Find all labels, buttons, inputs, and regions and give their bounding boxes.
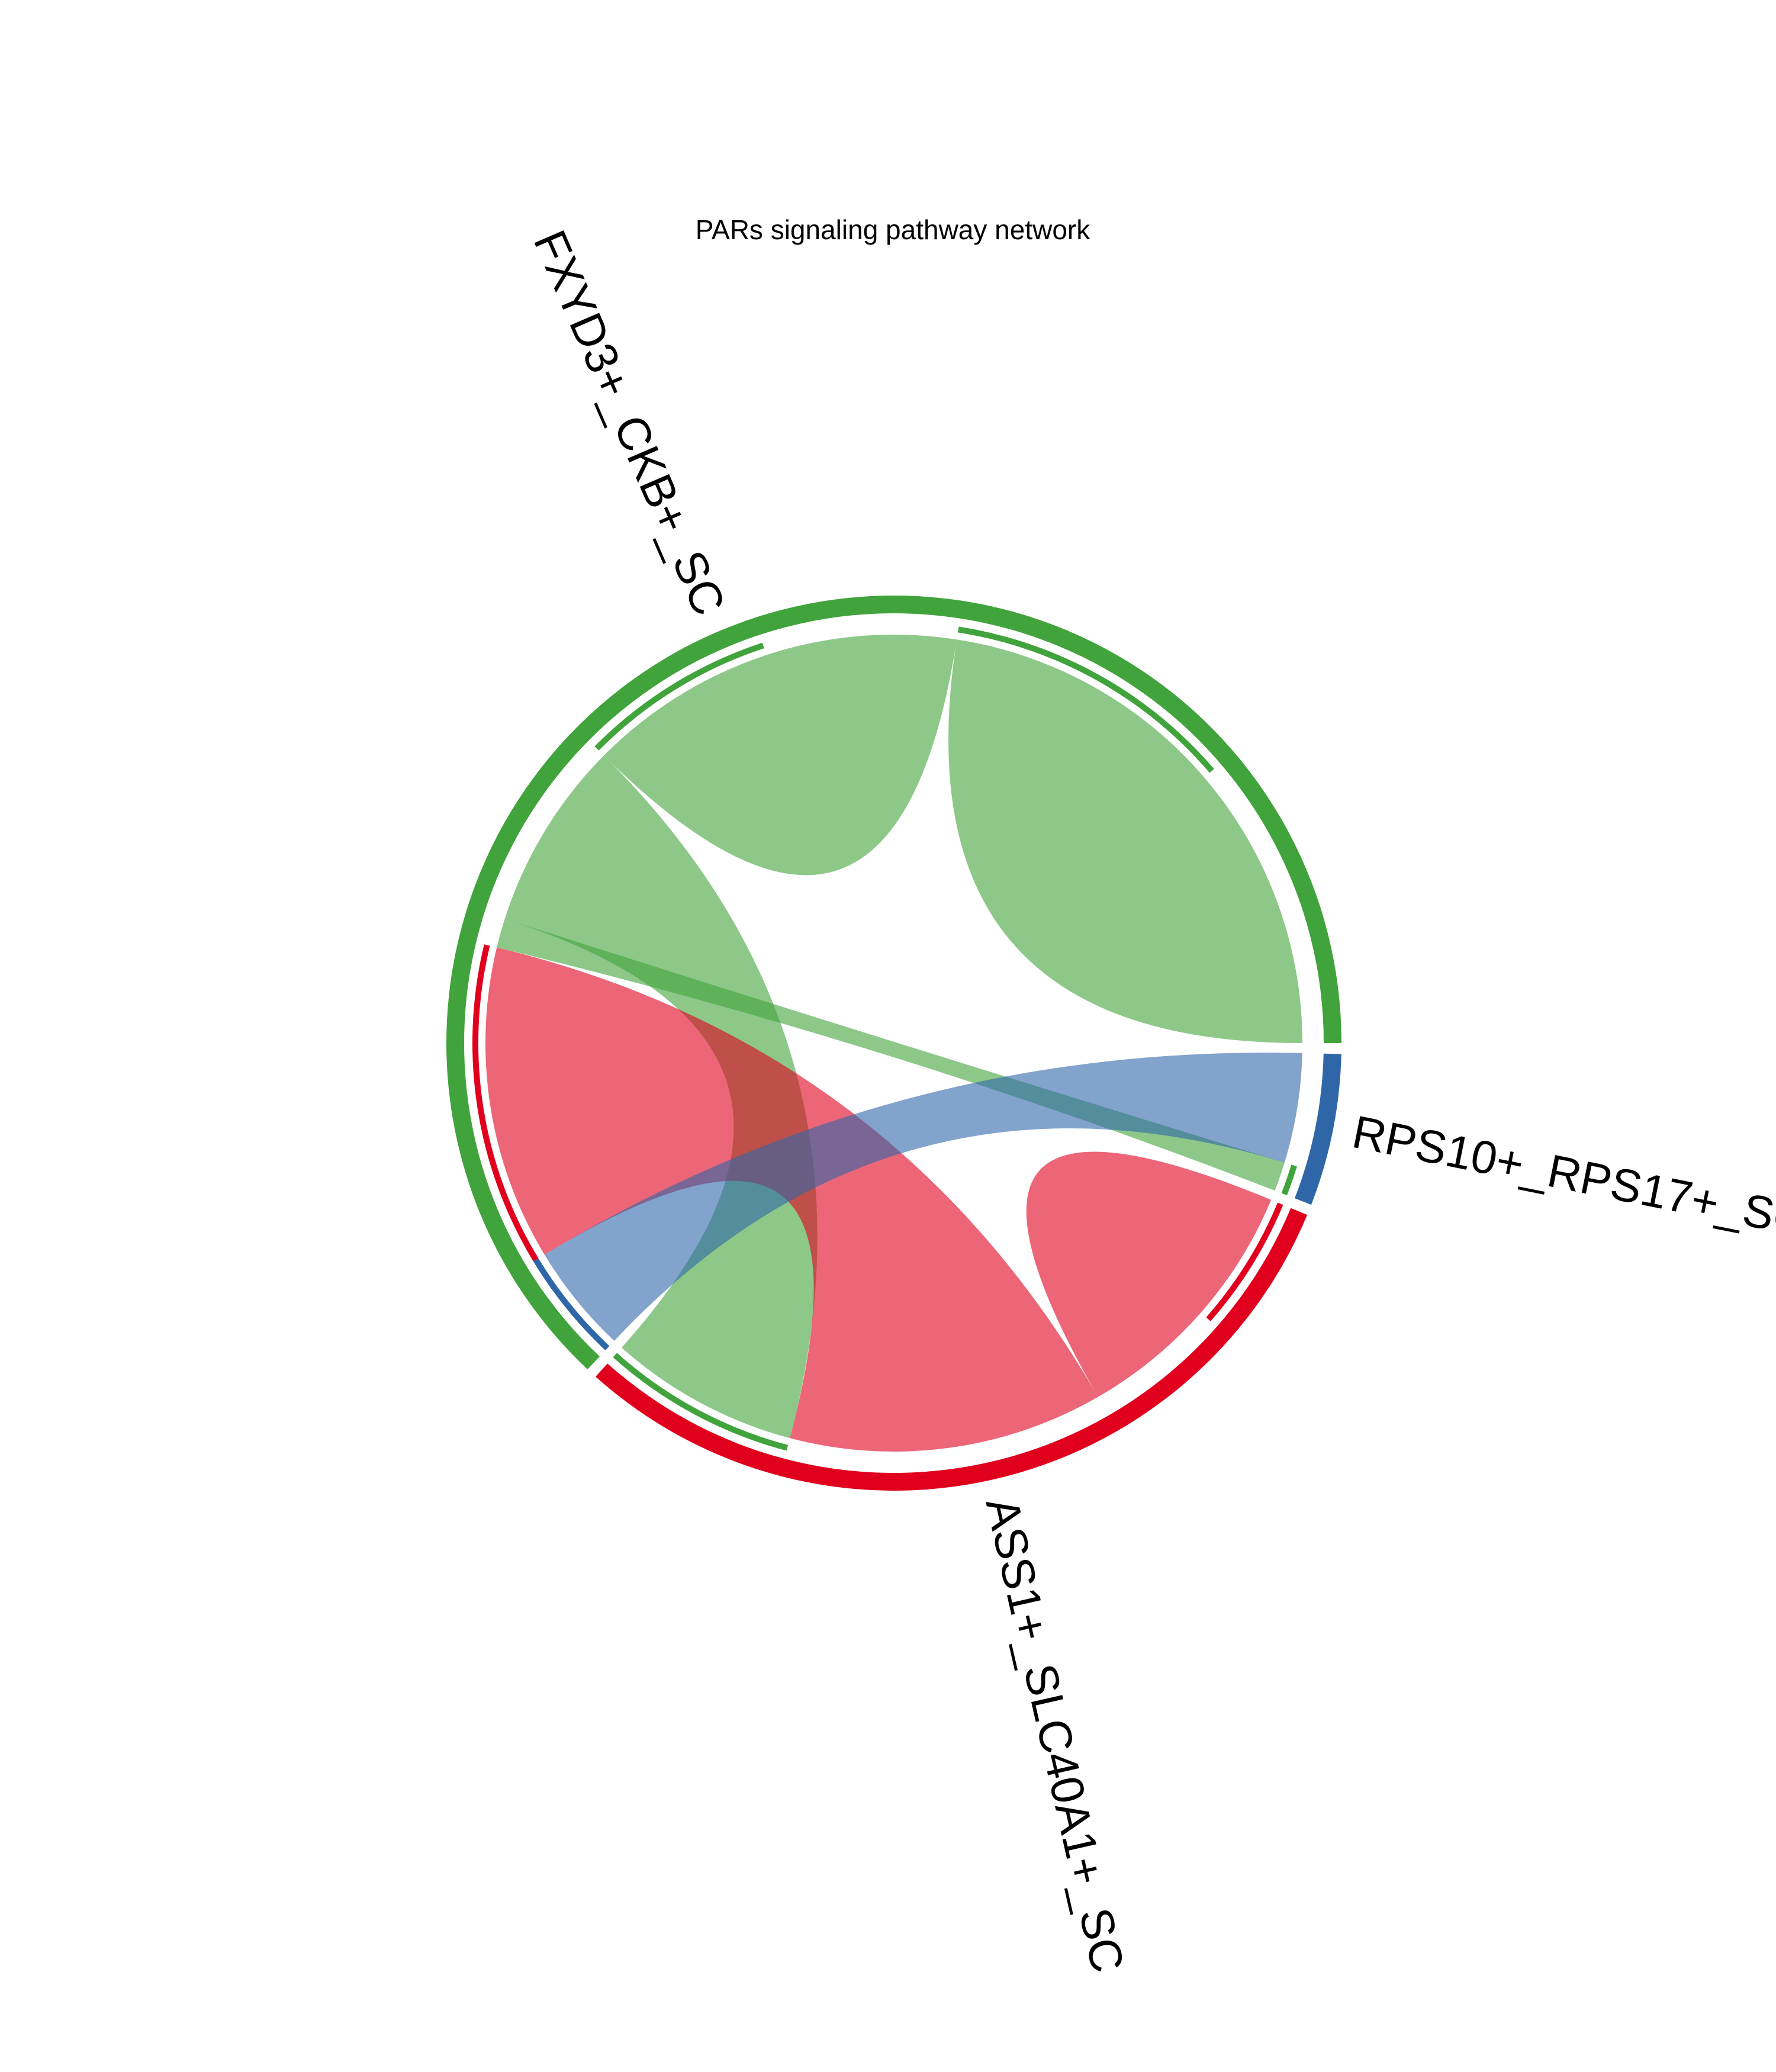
target-track-segment [1281, 1164, 1297, 1196]
sector-band [596, 1208, 1308, 1491]
chart-title: PARs signaling pathway network [696, 214, 1090, 245]
sector-band [446, 596, 1342, 1370]
target-track-segment [533, 1258, 610, 1350]
chord-link [1026, 1151, 1272, 1397]
chord-link [544, 1053, 1302, 1341]
target-track-segment [1206, 1202, 1283, 1321]
chord-link [504, 755, 818, 1439]
chord-link [497, 919, 1285, 1191]
chord-link [604, 635, 957, 876]
sector-band [1295, 1053, 1341, 1205]
sectors-layer [446, 596, 1342, 1491]
links-layer [472, 626, 1302, 1452]
chord-link [948, 639, 1302, 1043]
target-track-segment [613, 1353, 789, 1451]
target-track-segment [472, 944, 539, 1262]
target-track-segment [594, 642, 764, 751]
